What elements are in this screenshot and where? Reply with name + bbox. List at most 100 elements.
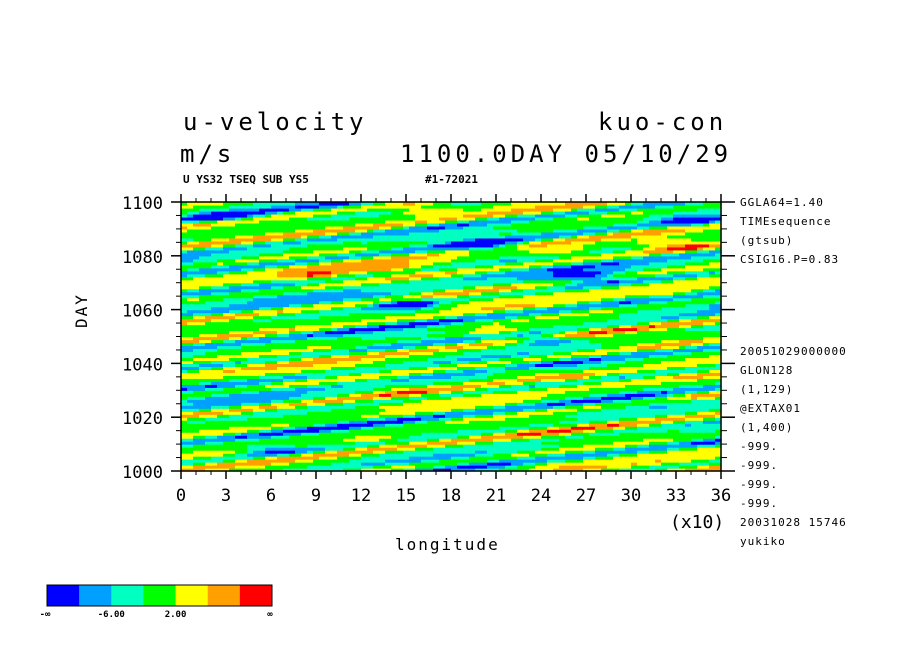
heatmap-cell xyxy=(445,345,452,350)
heatmap-cell xyxy=(547,396,554,400)
heatmap-cell xyxy=(403,417,410,421)
heatmap-cell xyxy=(673,324,680,329)
heatmap-cell xyxy=(463,408,470,412)
heatmap-cell xyxy=(193,438,200,442)
heatmap-cell xyxy=(409,408,416,412)
heatmap-cell xyxy=(445,342,452,347)
heatmap-cell xyxy=(457,426,464,430)
heatmap-cell xyxy=(265,429,272,433)
heatmap-cell xyxy=(619,384,626,388)
heatmap-cell xyxy=(319,372,326,376)
heatmap-cell xyxy=(223,327,230,332)
heatmap-cell xyxy=(679,390,686,394)
heatmap-cell xyxy=(271,372,278,376)
heatmap-cell xyxy=(307,321,314,326)
heatmap-cell xyxy=(487,399,494,403)
heatmap-cell xyxy=(673,384,680,388)
heatmap-cell xyxy=(403,309,410,314)
heatmap-cell xyxy=(529,312,536,317)
heatmap-cell xyxy=(523,423,530,427)
heatmap-cell xyxy=(565,357,572,362)
heatmap-cell xyxy=(301,366,308,370)
heatmap-cell xyxy=(211,309,218,314)
heatmap-cell xyxy=(229,375,236,379)
heatmap-cell xyxy=(493,306,500,311)
heatmap-cell xyxy=(385,408,392,412)
heatmap-cell xyxy=(709,456,716,460)
heatmap-cell xyxy=(205,405,212,409)
heatmap-cell xyxy=(337,384,344,388)
heatmap-cell xyxy=(439,432,446,436)
heatmap-cell xyxy=(631,351,638,356)
heatmap-cell xyxy=(307,447,314,451)
heatmap-cell xyxy=(703,330,710,335)
heatmap-cell xyxy=(517,327,524,332)
heatmap-cell xyxy=(295,417,302,421)
heatmap-cell xyxy=(181,375,188,379)
heatmap-cell xyxy=(181,372,188,376)
heatmap-cell xyxy=(373,327,380,332)
heatmap-cell xyxy=(547,381,554,385)
heatmap-cell xyxy=(559,354,566,359)
heatmap-cell xyxy=(289,315,296,320)
heatmap-cell xyxy=(475,369,482,373)
heatmap-cell xyxy=(403,324,410,329)
heatmap-cell xyxy=(637,372,644,376)
heatmap-cell xyxy=(685,420,692,424)
heatmap-cell xyxy=(379,372,386,376)
heatmap-cell xyxy=(265,462,272,466)
heatmap-cell xyxy=(343,429,350,433)
heatmap-cell xyxy=(295,333,302,338)
heatmap-cell xyxy=(523,309,530,314)
heatmap-cell xyxy=(397,360,404,364)
heatmap-cell xyxy=(349,366,356,370)
heatmap-cell xyxy=(229,327,236,332)
heatmap-cell xyxy=(463,312,470,317)
heatmap-cell xyxy=(559,366,566,370)
heatmap-cell xyxy=(301,414,308,418)
heatmap-cell xyxy=(685,435,692,439)
heatmap-cell xyxy=(655,396,662,400)
heatmap-cell xyxy=(631,315,638,320)
heatmap-cell xyxy=(415,381,422,385)
heatmap-cell xyxy=(289,459,296,463)
heatmap-cell xyxy=(715,390,722,394)
heatmap-cell xyxy=(511,426,518,430)
heatmap-cell xyxy=(607,465,614,469)
heatmap-cell xyxy=(487,327,494,332)
heatmap-cell xyxy=(475,444,482,448)
heatmap-cell xyxy=(547,465,554,469)
heatmap-cell xyxy=(517,378,524,382)
heatmap-cell xyxy=(277,339,284,344)
heatmap-cell xyxy=(427,345,434,350)
heatmap-cell xyxy=(679,453,686,457)
heatmap-cell xyxy=(445,309,452,314)
heatmap-cell xyxy=(223,354,230,359)
heatmap-cell xyxy=(607,360,614,364)
heatmap-cell xyxy=(481,435,488,439)
heatmap-cell xyxy=(373,339,380,344)
heatmap-cell xyxy=(643,366,650,370)
heatmap-cell xyxy=(229,465,236,469)
heatmap-cell xyxy=(331,405,338,409)
heatmap-cell xyxy=(529,426,536,430)
side-info-line-b-9: 20031028 15746 xyxy=(740,516,847,529)
heatmap-cell xyxy=(259,411,266,415)
heatmap-cell xyxy=(649,387,656,391)
heatmap-cell xyxy=(547,342,554,347)
heatmap-cell xyxy=(451,318,458,323)
heatmap-cell xyxy=(685,351,692,356)
heatmap-cell xyxy=(397,336,404,341)
heatmap-cell xyxy=(385,318,392,323)
heatmap-cell xyxy=(181,456,188,460)
heatmap-cell xyxy=(205,303,212,308)
heatmap-cell xyxy=(679,339,686,344)
heatmap-cell xyxy=(553,339,560,344)
heatmap-cell xyxy=(319,435,326,439)
heatmap-cell xyxy=(703,345,710,350)
heatmap-cell xyxy=(445,408,452,412)
heatmap-cell xyxy=(715,411,722,415)
heatmap-cell xyxy=(571,336,578,341)
heatmap-cell xyxy=(277,387,284,391)
heatmap-cell xyxy=(577,384,584,388)
